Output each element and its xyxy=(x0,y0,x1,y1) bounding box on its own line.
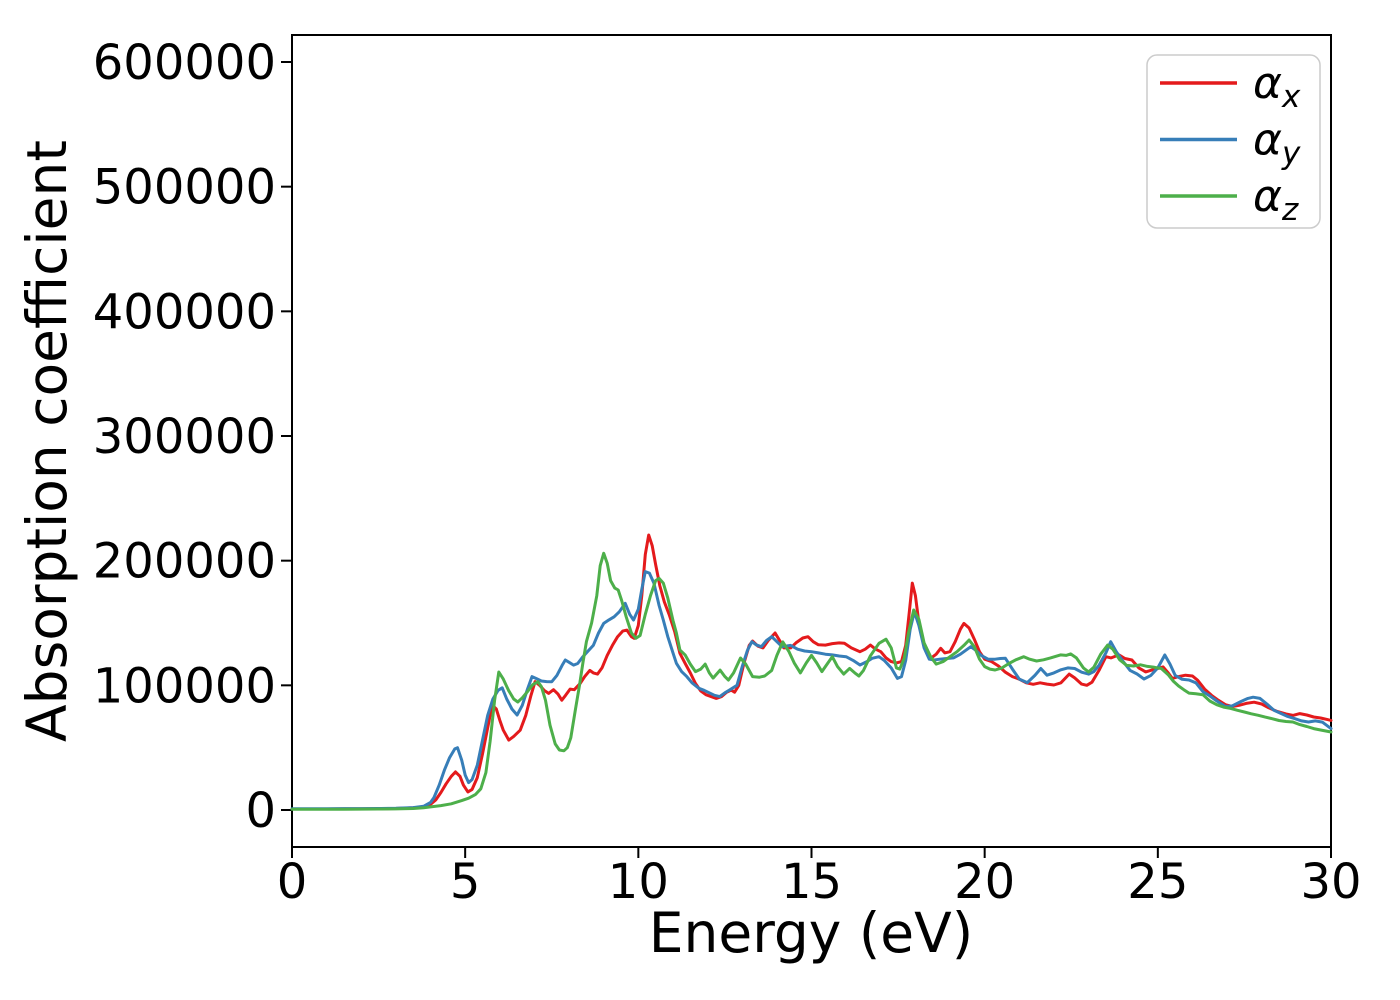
y-tick-label-100000: 100000 xyxy=(93,658,276,714)
y-tick-label-300000: 300000 xyxy=(93,409,276,465)
y-tick-label-200000: 200000 xyxy=(93,534,276,590)
series-lines xyxy=(290,533,1333,811)
y-tick-label-500000: 500000 xyxy=(93,160,276,216)
y-axis-label: Absorption coefficient xyxy=(15,140,79,742)
y-tick-label-400000: 400000 xyxy=(93,284,276,340)
x-tick-label-20: 20 xyxy=(954,854,1015,910)
x-tick-label-5: 5 xyxy=(450,854,481,910)
x-axis-label: Energy (eV) xyxy=(649,901,973,965)
series-line-alpha_y xyxy=(290,570,1333,811)
x-tick-label-15: 15 xyxy=(781,854,842,910)
legend-label-subscript-x: x xyxy=(1281,79,1301,115)
legend-label-subscript-y: y xyxy=(1281,136,1301,172)
x-tick-label-0: 0 xyxy=(277,854,308,910)
y-axis-ticks: 0 100000 200000 300000 400000 500000 600000 xyxy=(93,35,292,839)
x-axis-ticks: 0 5 10 15 20 25 30 xyxy=(277,847,1362,910)
x-tick-label-25: 25 xyxy=(1127,854,1188,910)
y-tick-label-0: 0 xyxy=(245,783,276,839)
x-tick-label-10: 10 xyxy=(608,854,669,910)
x-tick-label-30: 30 xyxy=(1300,854,1361,910)
series-line-alpha_z xyxy=(290,551,1333,811)
y-tick-label-600000: 600000 xyxy=(93,35,276,91)
legend-label-subscript-z: z xyxy=(1281,192,1299,228)
legend-box xyxy=(1146,54,1321,229)
